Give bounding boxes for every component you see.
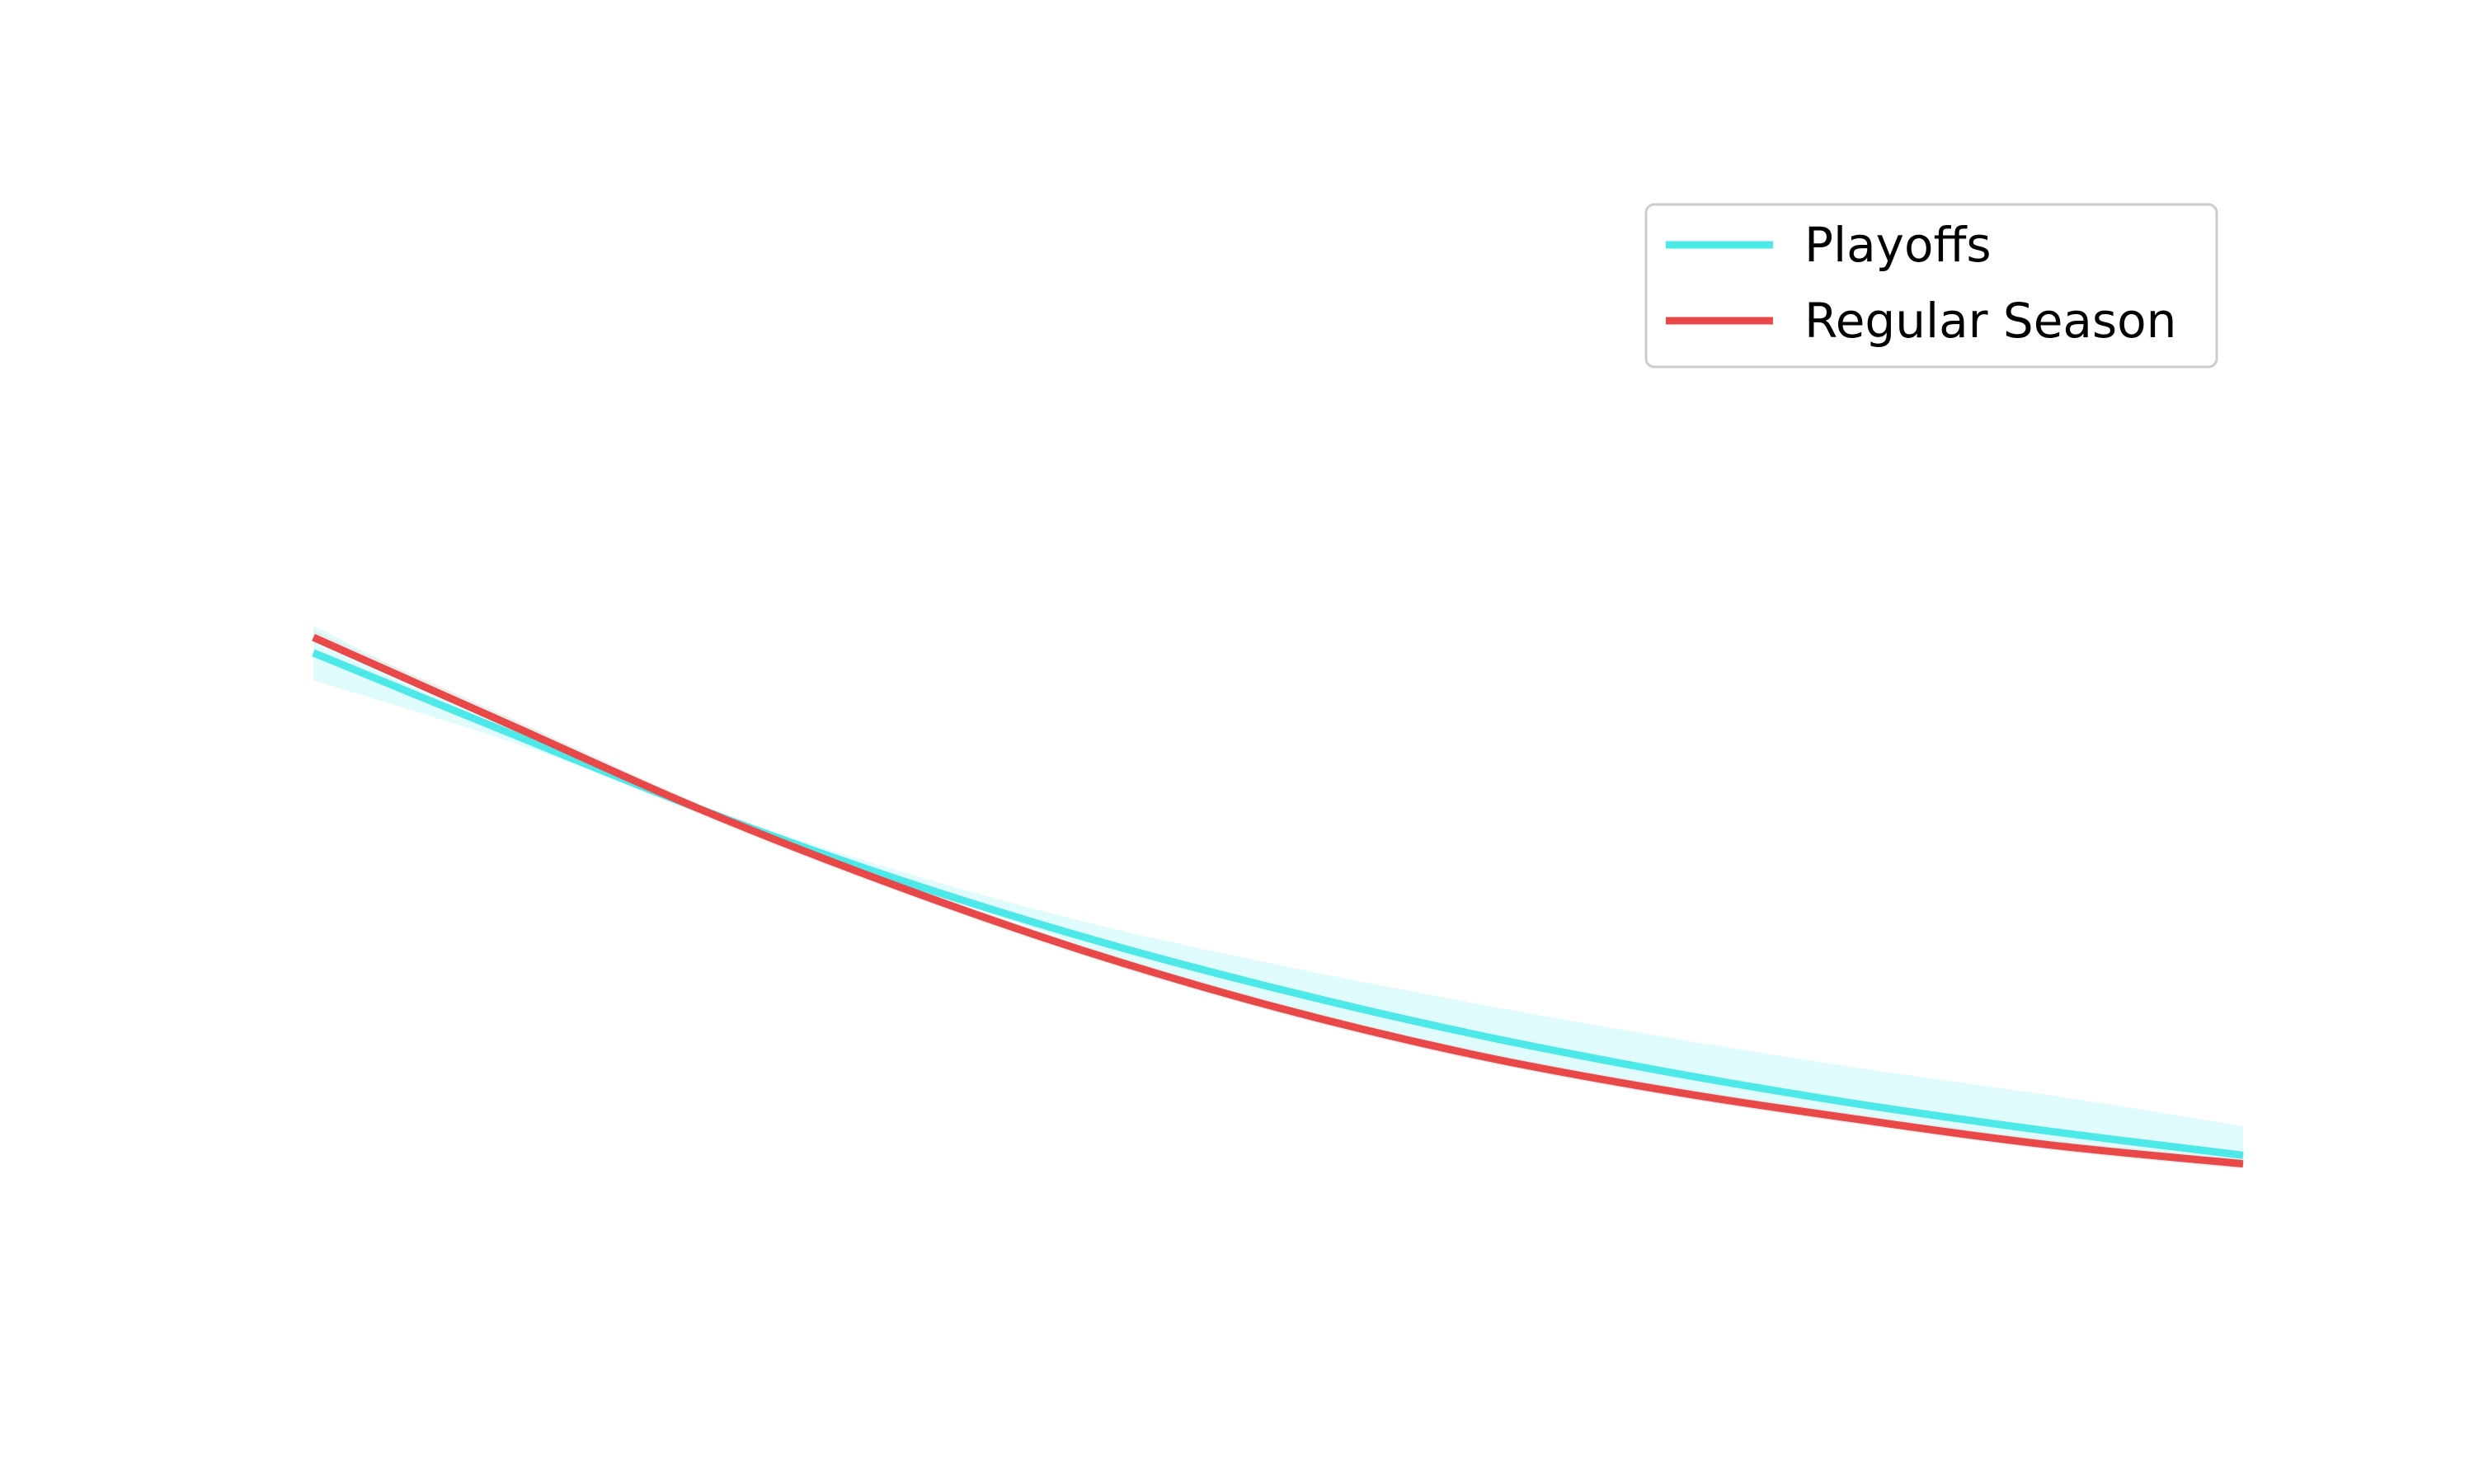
legend-box [1644, 203, 2218, 369]
band-playoffs [313, 625, 2243, 1167]
line-regular-season [312, 633, 2244, 1168]
legend-label-playoffs: Playoffs [1804, 217, 1992, 273]
legend: Playoffs Regular Season [1644, 203, 2218, 369]
line-playoffs [312, 649, 2244, 1159]
legend-label-regular-season: Regular Season [1804, 293, 2176, 349]
series-lines [312, 633, 2244, 1168]
confidence-bands [313, 625, 2243, 1169]
